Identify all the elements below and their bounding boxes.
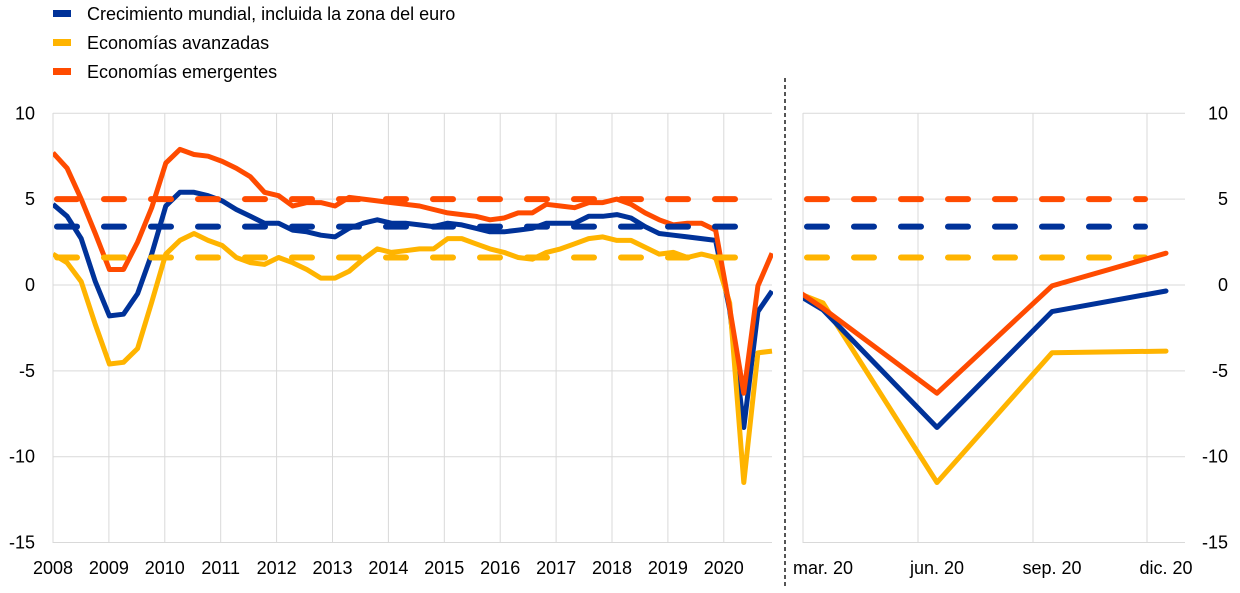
legend-label-advanced: Economías avanzadas xyxy=(87,33,269,53)
y-tick-label-left: 0 xyxy=(25,275,35,295)
x-tick-label: 2014 xyxy=(368,558,408,578)
series-line-emerging xyxy=(53,146,773,396)
x-tick-label: 2009 xyxy=(89,558,129,578)
x-tick-label: 2010 xyxy=(145,558,185,578)
left-panel-lines xyxy=(53,146,773,485)
y-tick-label-left: -5 xyxy=(19,361,35,381)
x-tick-label: jun. 20 xyxy=(909,558,964,578)
x-tick-label: 2020 xyxy=(704,558,744,578)
legend: Crecimiento mundial, incluida la zona de… xyxy=(53,4,455,82)
y-tick-label-left: 10 xyxy=(15,103,35,123)
legend-swatch-advanced xyxy=(53,39,71,46)
x-tick-label: 2011 xyxy=(201,558,240,578)
legend-swatch-emerging xyxy=(53,68,71,75)
x-tick-label: 2016 xyxy=(480,558,520,578)
y-tick-label-left: -10 xyxy=(9,447,35,467)
series-line-advanced xyxy=(53,231,773,485)
y-tick-label-right: -10 xyxy=(1202,447,1228,467)
legend-swatch-world xyxy=(53,10,71,17)
series-line-advanced xyxy=(803,292,1169,485)
tick-labels: 10 10 5 5 0 0 -5 -5 -10 -10 -15 -15 2008 2009 2010 2011… xyxy=(9,103,1228,578)
x-tick-label: mar. 20 xyxy=(793,558,853,578)
y-tick-label-left: 5 xyxy=(25,189,35,209)
y-tick-label-right: 0 xyxy=(1218,275,1228,295)
x-tick-label: 2019 xyxy=(648,558,688,578)
x-tick-label: dic. 20 xyxy=(1139,558,1192,578)
x-tick-label: sep. 20 xyxy=(1022,558,1081,578)
x-tick-label: 2008 xyxy=(33,558,73,578)
series-line-world xyxy=(803,288,1169,430)
y-tick-label-right: 10 xyxy=(1208,103,1228,123)
x-tick-label: 2015 xyxy=(424,558,464,578)
right-panel-grid xyxy=(802,112,1185,544)
x-tick-label: 2018 xyxy=(592,558,632,578)
series-line-emerging xyxy=(803,250,1169,396)
legend-item-advanced: Economías avanzadas xyxy=(53,33,269,53)
x-tick-label: 2017 xyxy=(536,558,576,578)
left-panel-grid xyxy=(52,112,772,544)
legend-label-emerging: Economías emergentes xyxy=(87,62,277,82)
y-tick-label-right: 5 xyxy=(1218,189,1228,209)
legend-item-world: Crecimiento mundial, incluida la zona de… xyxy=(53,4,455,24)
y-tick-label-right: -5 xyxy=(1212,361,1228,381)
legend-label-world: Crecimiento mundial, incluida la zona de… xyxy=(87,4,455,24)
y-tick-label-right: -15 xyxy=(1202,533,1228,553)
x-tick-label: 2012 xyxy=(257,558,297,578)
x-tick-label: 2013 xyxy=(312,558,352,578)
legend-item-emerging: Economías emergentes xyxy=(53,62,277,82)
y-tick-label-left: -15 xyxy=(9,533,35,553)
right-panel-lines xyxy=(803,196,1169,485)
